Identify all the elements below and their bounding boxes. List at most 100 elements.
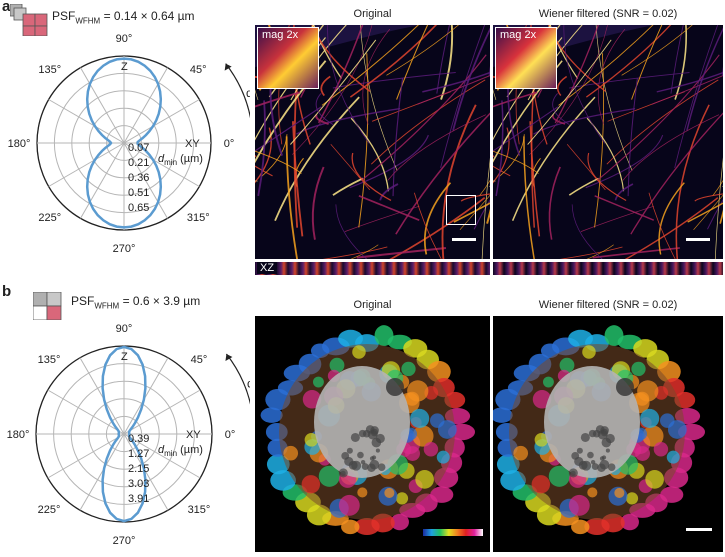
title-original-b: Original <box>353 299 392 311</box>
filament <box>350 117 390 192</box>
filament <box>255 150 302 174</box>
filament <box>594 195 655 221</box>
filament <box>332 177 364 196</box>
filament <box>595 25 633 171</box>
dmin-label: dmin (µm) <box>158 153 203 167</box>
pollen-pore <box>581 460 592 471</box>
pollen-texture <box>653 442 669 457</box>
filament <box>436 25 450 94</box>
radial-tick-label: 0.07 <box>128 142 149 154</box>
pollen-texture <box>513 445 529 461</box>
roi-box-a <box>446 195 476 225</box>
pollen-texture <box>283 445 299 461</box>
grid-spoke <box>123 142 168 219</box>
filament <box>592 247 680 259</box>
filament <box>552 93 570 125</box>
pollen-pore <box>360 459 366 465</box>
pollen-texture <box>304 433 319 447</box>
pollen-texture <box>531 475 551 494</box>
filament <box>257 100 266 197</box>
radial-tick-label: 0.39 <box>128 433 149 445</box>
axis-xy-label: XY <box>185 138 200 150</box>
filament <box>440 25 486 168</box>
filament <box>585 25 672 98</box>
filament <box>322 246 388 259</box>
pollen-texture <box>667 420 687 439</box>
filament <box>360 54 487 182</box>
filament <box>349 134 429 189</box>
mag-inset-wiener-a: mag 2x <box>495 27 557 89</box>
filament <box>349 25 438 98</box>
psf-label-a: PSFWFHM = 0.14 × 0.64 µm <box>52 9 195 26</box>
pollen-spine <box>620 513 639 531</box>
pollen-pore <box>570 470 576 476</box>
panel-a-letter: a <box>2 0 11 15</box>
filament <box>460 193 490 202</box>
filament <box>311 25 371 93</box>
angle-label: 45° <box>191 354 208 366</box>
filament <box>523 136 535 259</box>
filament <box>351 152 392 202</box>
filament <box>568 177 599 196</box>
pollen-pore <box>607 463 616 471</box>
filament <box>389 196 486 259</box>
filament <box>559 246 623 259</box>
pollen-texture <box>548 465 570 487</box>
title-original-a: Original <box>353 8 392 20</box>
grid-spoke <box>48 99 125 144</box>
grid-spoke <box>123 67 168 144</box>
pollen-pore <box>361 463 369 470</box>
pollen-pore <box>590 459 596 465</box>
scale-bar-wiener-b <box>686 528 712 531</box>
filament <box>330 143 371 191</box>
filament <box>511 96 596 221</box>
axis-xy-label: XY <box>186 429 201 441</box>
filament <box>473 199 490 230</box>
grid-spoke <box>79 357 125 435</box>
filament <box>413 192 442 259</box>
resolution-curve <box>85 57 163 229</box>
filament <box>571 204 603 259</box>
title-wiener-b: Wiener filtered (SNR = 0.02) <box>538 299 678 311</box>
radial-tick-label: 0.21 <box>128 157 149 169</box>
psf-grid-b-svg <box>32 291 62 321</box>
filament <box>255 154 257 158</box>
pollen-pore <box>375 448 380 453</box>
pollen-texture <box>631 361 646 377</box>
polar-a-svg: 0.07 0.21 0.36 0.51 0.65 Z XY dmin (µm) 90° 45° 0°… <box>8 33 253 255</box>
angle-label: 270° <box>113 535 136 547</box>
filament <box>350 244 379 259</box>
pollen-spine <box>500 470 526 491</box>
scale-bar-wiener-a <box>686 238 710 241</box>
micrograph-original-b <box>255 316 490 552</box>
rotation-arrowhead <box>224 63 232 71</box>
filament <box>631 25 663 100</box>
pollen-pore <box>351 460 362 471</box>
filament <box>358 195 420 221</box>
filament <box>714 157 723 259</box>
filament <box>493 91 538 108</box>
pollen-pore <box>597 463 606 472</box>
filament <box>395 112 490 235</box>
grid-spoke <box>79 433 125 511</box>
filament <box>606 79 719 165</box>
dmin-label: dmin (µm) <box>158 444 203 458</box>
title-wiener-a: Wiener filtered (SNR = 0.02) <box>538 8 678 20</box>
filament <box>693 194 723 231</box>
angle-label: 315° <box>188 504 211 516</box>
filament <box>622 114 720 181</box>
filament <box>648 192 676 259</box>
angle-label: 225° <box>38 504 61 516</box>
pollen-texture <box>625 492 639 505</box>
pollen-pore-large <box>616 378 634 396</box>
filament <box>557 75 568 97</box>
filament <box>332 72 456 89</box>
xz-strip-wiener-a <box>493 262 723 275</box>
pollen-texture <box>568 494 590 516</box>
radial-tick-label: 0.65 <box>128 202 149 214</box>
grid-spoke <box>80 67 125 144</box>
pollen-texture <box>436 450 450 464</box>
pollen-texture <box>357 487 368 498</box>
filament <box>344 205 420 232</box>
filament <box>396 25 429 100</box>
